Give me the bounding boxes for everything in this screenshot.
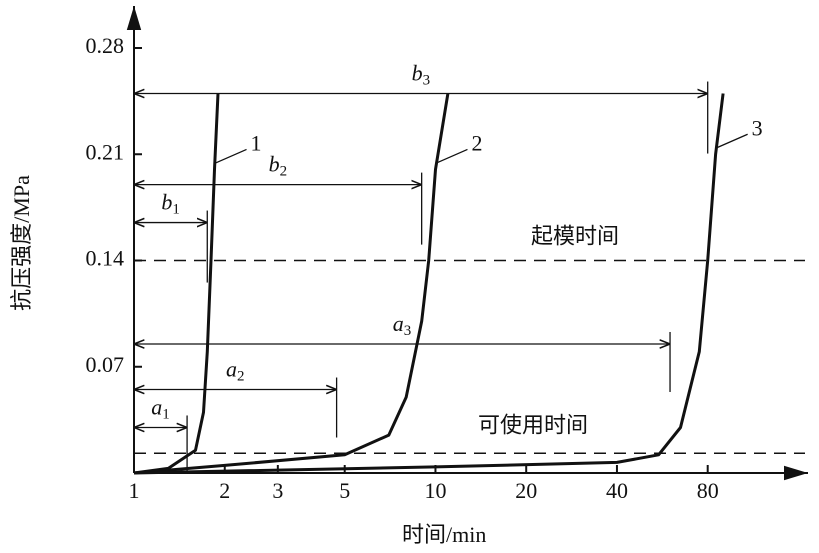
interval-sub: 1 (162, 407, 170, 423)
series-line (133, 93, 725, 475)
x-tick-label: 2 (219, 478, 230, 503)
y-tick-label: 0.14 (86, 246, 125, 271)
interval-letter: a (151, 395, 162, 420)
interval-letter: b (412, 61, 423, 86)
reference-label: 起模时间 (531, 224, 619, 249)
interval-letter: b (269, 152, 280, 177)
x-tick-label: 80 (697, 478, 719, 503)
interval-letter: a (226, 357, 237, 382)
interval-letter: b (161, 190, 172, 215)
y-axis-label: 抗压强度/MPa (9, 175, 34, 311)
x-tick-label: 5 (339, 478, 350, 503)
interval-sub: 2 (237, 369, 245, 385)
series-line (133, 93, 450, 475)
y-tick-label: 0.07 (86, 352, 125, 377)
x-tick-label: 3 (272, 478, 283, 503)
interval-label: b3 (412, 61, 431, 89)
series-leader (715, 133, 748, 149)
series-label: 1 (251, 130, 262, 155)
x-axis-label: 时间/min (402, 522, 486, 547)
series-label: 3 (752, 115, 763, 140)
interval-label: b1 (161, 190, 180, 218)
series-line (133, 93, 220, 475)
x-tick-label: 10 (424, 478, 446, 503)
interval-label: a2 (226, 357, 245, 385)
series-leader (214, 148, 247, 165)
series-label: 2 (471, 130, 482, 155)
reference-label: 可使用时间 (478, 412, 588, 437)
y-tick-label: 0.28 (86, 33, 125, 58)
interval-label: a1 (151, 395, 170, 423)
interval-sub: 3 (423, 73, 431, 89)
x-tick-label: 40 (606, 478, 628, 503)
y-tick-label: 0.21 (86, 139, 125, 164)
interval-sub: 2 (280, 164, 288, 180)
interval-sub: 3 (404, 323, 412, 339)
x-tick-label: 1 (129, 478, 140, 503)
interval-letter: a (393, 311, 404, 336)
series-leader (435, 148, 468, 165)
interval-label: b2 (269, 152, 288, 180)
interval-sub: 1 (172, 202, 180, 218)
x-tick-label: 20 (515, 478, 537, 503)
interval-label: a3 (393, 311, 412, 339)
